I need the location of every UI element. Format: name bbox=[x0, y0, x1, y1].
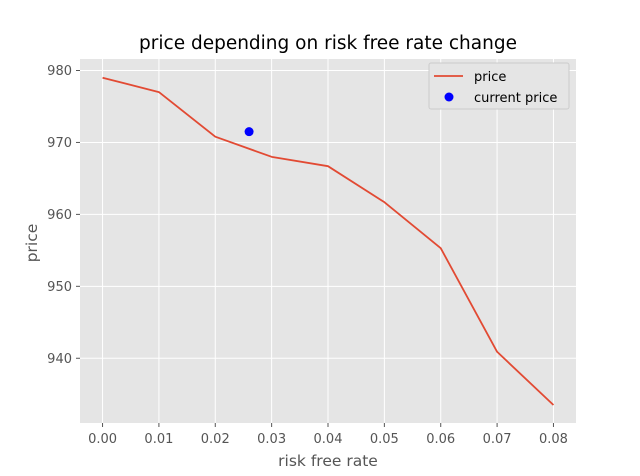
x-tick-label: 0.08 bbox=[539, 432, 568, 447]
y-tick-label: 970 bbox=[47, 136, 72, 151]
y-tick-label: 940 bbox=[47, 352, 72, 367]
x-axis-label: risk free rate bbox=[278, 452, 378, 470]
x-tick-label: 0.05 bbox=[370, 432, 399, 447]
legend-swatch-current-price bbox=[444, 92, 454, 102]
x-axis-ticks: 0.00 0.01 0.02 0.03 0.04 0.05 0.06 0.07 0.08 bbox=[88, 423, 568, 447]
legend-box bbox=[428, 62, 570, 110]
legend-label-current-price: current price bbox=[474, 91, 557, 106]
x-tick-label: 0.02 bbox=[201, 432, 230, 447]
y-axis-ticks: 940 950 960 970 980 bbox=[47, 64, 80, 367]
y-axis-label: price bbox=[23, 224, 41, 263]
series-layer bbox=[102, 76, 555, 406]
y-tick-label: 980 bbox=[47, 64, 72, 79]
x-tick-label: 0.07 bbox=[483, 432, 512, 447]
x-tick-label: 0.01 bbox=[144, 432, 173, 447]
legend-label-price: price bbox=[474, 70, 506, 85]
price-line bbox=[102, 76, 555, 406]
current-price-point bbox=[244, 127, 254, 137]
y-tick-label: 950 bbox=[47, 280, 72, 295]
legend: price current price bbox=[428, 62, 570, 110]
x-tick-label: 0.04 bbox=[314, 432, 343, 447]
y-tick-label: 960 bbox=[47, 208, 72, 223]
grid-lines bbox=[80, 59, 576, 423]
chart-title: price depending on risk free rate change bbox=[139, 33, 517, 54]
x-tick-label: 0.00 bbox=[88, 432, 117, 447]
x-tick-label: 0.06 bbox=[426, 432, 455, 447]
x-tick-label: 0.03 bbox=[257, 432, 286, 447]
